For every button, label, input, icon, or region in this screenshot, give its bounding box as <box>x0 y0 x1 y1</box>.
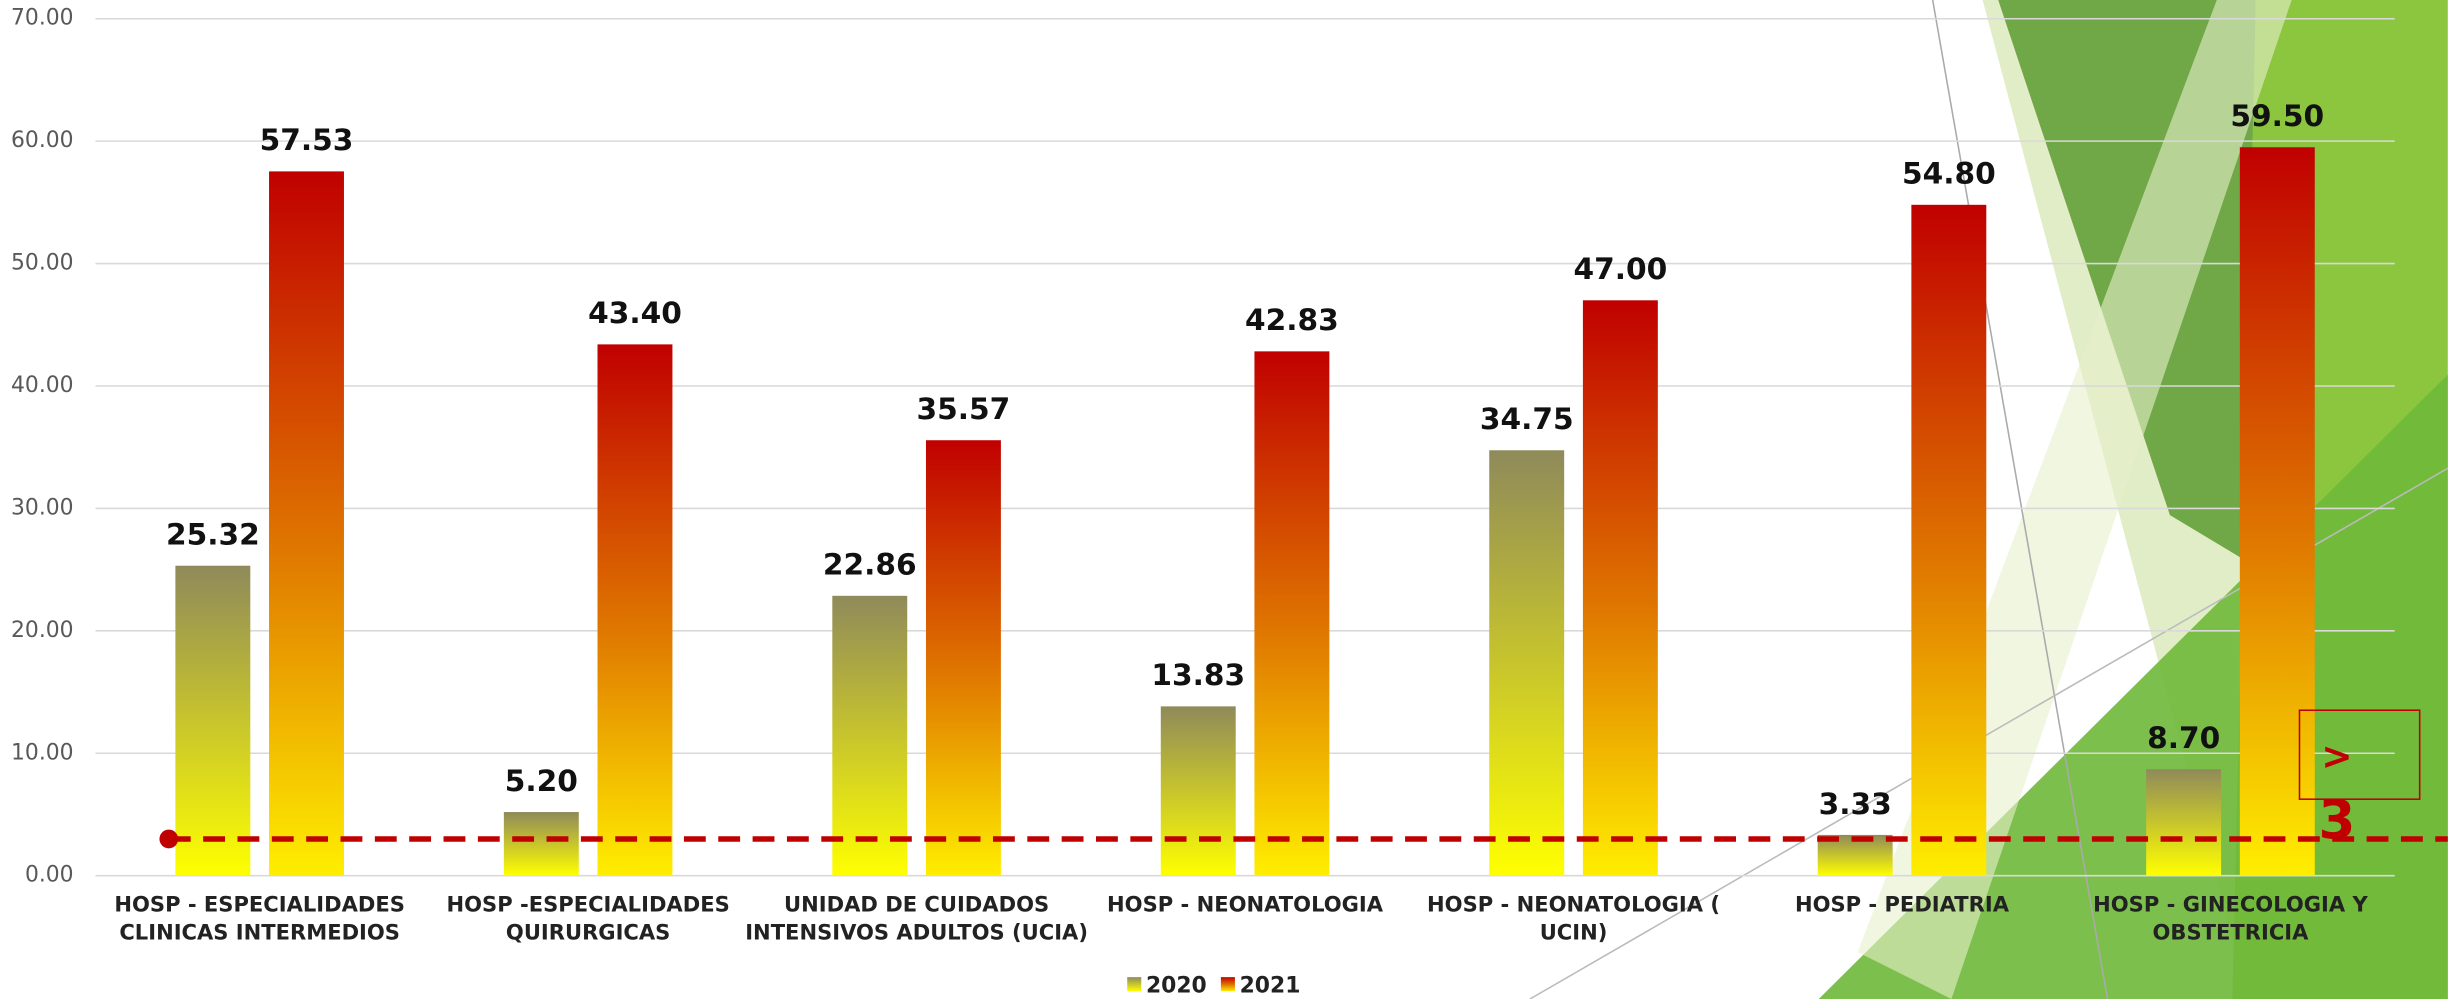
legend-label: 2020 <box>1146 974 1207 999</box>
value-label: 54.80 <box>1902 156 1996 191</box>
value-label: 57.53 <box>260 122 354 157</box>
value-label: 13.83 <box>1151 657 1245 692</box>
bar <box>1582 300 1658 876</box>
bar <box>1911 204 1987 876</box>
value-label: 42.83 <box>1245 302 1339 337</box>
y-tick-label: 40.00 <box>11 373 74 398</box>
x-tick-label: UNIDAD DE CUIDADOS INTENSIVOS ADULTOS (UC… <box>745 891 1088 944</box>
bar <box>925 440 1001 876</box>
bar <box>2239 147 2315 876</box>
bar <box>1489 450 1565 876</box>
legend-swatch <box>1127 977 1142 992</box>
value-label: 25.32 <box>166 517 260 552</box>
y-tick-label: 50.00 <box>11 251 74 276</box>
value-label: 47.00 <box>1573 251 1667 286</box>
y-tick-label: 10.00 <box>11 740 74 765</box>
value-label: 43.40 <box>588 295 682 330</box>
y-tick-label: 20.00 <box>11 618 74 643</box>
value-label: 3.33 <box>1819 786 1892 821</box>
legend-label: 2021 <box>1240 974 1301 999</box>
y-tick-label: 60.00 <box>11 128 74 153</box>
y-tick-label: 0.00 <box>25 863 74 888</box>
bar <box>1817 834 1893 876</box>
bar <box>2146 769 2222 876</box>
bar <box>1254 351 1330 876</box>
x-tick-label: HOSP - GINECOLOGIA Y OBSTETRICIA <box>2093 891 2368 944</box>
reference-marker <box>159 829 179 849</box>
annotation-box <box>2298 709 2421 800</box>
bar <box>175 565 251 876</box>
x-tick-label: HOSP - ESPECIALIDADES CLINICAS INTERMEDIO… <box>114 891 405 944</box>
value-label: 8.70 <box>2147 720 2220 755</box>
value-label: 34.75 <box>1480 401 1574 436</box>
value-label: 5.20 <box>505 763 578 798</box>
value-label: 59.50 <box>2230 98 2324 133</box>
y-tick-label: 30.00 <box>11 495 74 520</box>
y-tick-label: 70.00 <box>11 6 74 31</box>
bar <box>1160 706 1236 876</box>
x-tick-label: HOSP - PEDIATRIA <box>1795 891 2010 916</box>
legend-swatch <box>1220 977 1235 992</box>
annotation: > <box>2321 734 2352 778</box>
x-tick-label: HOSP - NEONATOLOGIA <box>1107 891 1384 916</box>
bar <box>269 171 344 876</box>
bar <box>597 344 673 876</box>
bar <box>832 595 908 876</box>
x-tick-label: HOSP - NEONATOLOGIA (UCIN) <box>1427 891 1720 944</box>
x-tick-label: HOSP -ESPECIALIDADES QUIRURGICAS <box>447 891 730 944</box>
value-label: 35.57 <box>917 391 1011 426</box>
value-label: 22.86 <box>823 547 917 582</box>
reference-label: 3 <box>2318 789 2355 851</box>
bar <box>503 812 579 876</box>
